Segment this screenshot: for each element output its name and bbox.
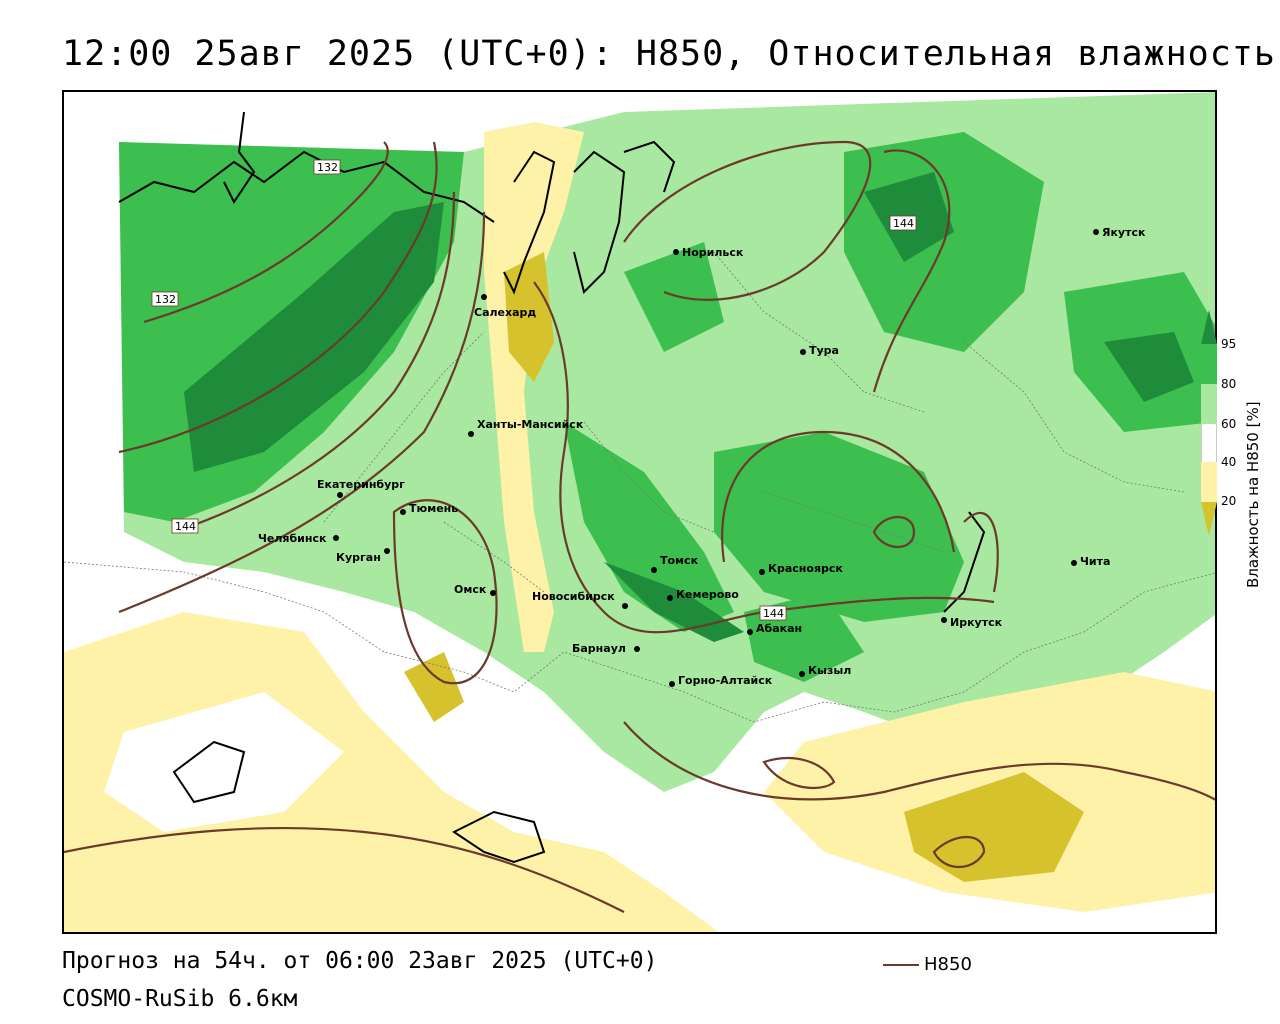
svg-text:Тюмень: Тюмень	[409, 502, 458, 515]
legend-line-swatch	[883, 964, 919, 966]
svg-text:Екатеринбург: Екатеринбург	[317, 478, 405, 491]
city-kurgan: Курган	[336, 548, 390, 564]
colorbar-tick: 40	[1221, 455, 1237, 469]
city-chelyabinsk: Челябинск	[258, 532, 339, 545]
svg-text:Абакан: Абакан	[756, 622, 802, 635]
contour-label-box	[171, 518, 199, 534]
map-title: 12:00 25авг 2025 (UTC+0): H850, Относите…	[62, 34, 1276, 74]
contour-label-box	[759, 605, 787, 621]
city-norilsk: Норильск	[673, 246, 744, 259]
contour-label: 132	[317, 161, 338, 174]
humidity-fill	[64, 92, 1215, 932]
svg-text:Ханты-Мансийск: Ханты-Мансийск	[477, 418, 584, 431]
city-krasnoyarsk: Красноярск	[759, 562, 843, 575]
contour-label-box	[889, 215, 917, 231]
city-salekhard: Салехард	[474, 294, 536, 319]
svg-text:Курган: Курган	[336, 551, 381, 564]
city-yakutsk: Якутск	[1093, 226, 1146, 239]
city-barnaul: Барнаул	[572, 642, 640, 655]
legend-label: H850	[924, 954, 972, 975]
h850-contours	[64, 140, 1215, 913]
svg-text:Новосибирск: Новосибирск	[532, 590, 615, 603]
borders	[64, 251, 1215, 723]
city-chita: Чита	[1071, 555, 1110, 568]
city-khanty-mansiysk: Ханты-Мансийск	[468, 418, 584, 437]
svg-text:Тура: Тура	[809, 344, 839, 357]
city-gorno-altaysk: Горно-Алтайск	[669, 674, 773, 687]
map-canvas: 132 132 144 144 144 Норильск Якутск Сале…	[64, 92, 1215, 932]
city-kyzyl: Кызыл	[799, 664, 851, 677]
contour-label: 144	[893, 217, 914, 230]
svg-text:Красноярск: Красноярск	[768, 562, 843, 575]
contour-label: 144	[175, 520, 196, 533]
colorbar-title: Влажность на H850 [%]	[1244, 401, 1262, 588]
colorbar-segment-40	[1201, 462, 1217, 502]
contour-label: 144	[763, 607, 784, 620]
city-omsk: Омск	[454, 583, 496, 596]
svg-text:Челябинск: Челябинск	[258, 532, 327, 545]
contour-label-box	[151, 291, 179, 307]
colorbar-segment-60	[1201, 424, 1217, 462]
city-yekaterinburg: Екатеринбург	[317, 478, 405, 498]
colorbar-segment-80	[1201, 384, 1217, 424]
city-tomsk: Томск	[651, 554, 699, 573]
svg-text:Горно-Алтайск: Горно-Алтайск	[678, 674, 773, 687]
map-panel: 132 132 144 144 144 Норильск Якутск Сале…	[62, 90, 1217, 934]
city-irkutsk: Иркутск	[941, 616, 1003, 629]
svg-text:Чита: Чита	[1080, 555, 1110, 568]
model-name: COSMO-RuSib 6.6км	[62, 986, 298, 1012]
city-novosibirsk: Новосибирск	[532, 590, 628, 609]
colorbar-tick: 20	[1221, 494, 1237, 508]
svg-text:Омск: Омск	[454, 583, 487, 596]
city-kemerovo: Кемерово	[667, 588, 739, 601]
city-tura: Тура	[800, 344, 839, 357]
colorbar-segment-95	[1201, 344, 1217, 384]
coastlines	[118, 111, 986, 864]
svg-text:Кемерово: Кемерово	[676, 588, 739, 601]
svg-text:Барнаул: Барнаул	[572, 642, 626, 655]
city-abakan: Абакан	[747, 622, 802, 635]
svg-text:Салехард: Салехард	[474, 306, 536, 319]
city-tyumen: Тюмень	[400, 502, 458, 515]
colorbar-tick: 95	[1221, 337, 1237, 351]
colorbar-tick: 80	[1221, 377, 1237, 391]
cities: Норильск Якутск Салехард Тура Ханты-Манс…	[258, 226, 1146, 687]
colorbar-tick: 60	[1221, 417, 1237, 431]
contour-label-box	[313, 159, 341, 175]
forecast-info: Прогноз на 54ч. от 06:00 23авг 2025 (UTC…	[62, 948, 658, 974]
svg-text:Томск: Томск	[660, 554, 699, 567]
svg-text:Иркутск: Иркутск	[950, 616, 1003, 629]
contour-label: 132	[155, 293, 176, 306]
contour-labels: 132 132 144 144 144	[151, 159, 917, 621]
svg-text:Норильск: Норильск	[682, 246, 744, 259]
svg-text:Якутск: Якутск	[1102, 226, 1146, 239]
svg-text:Кызыл: Кызыл	[808, 664, 851, 677]
